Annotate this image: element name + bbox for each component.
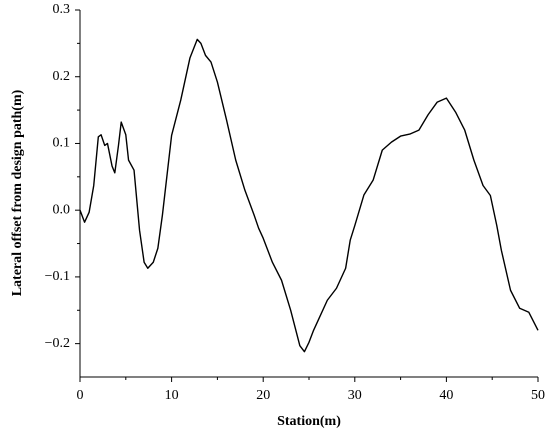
y-tick-label: 0.1 [53,136,71,151]
x-tick-label: 50 [531,388,545,403]
x-tick-label: 20 [256,388,270,403]
y-tick-label: −0.1 [45,269,70,284]
data-line [79,38,539,353]
x-axis-label: Station(m) [277,414,341,429]
y-tick-label: 0.2 [53,69,71,84]
y-tick-label: 0.0 [53,202,71,217]
x-tick-label: 10 [165,388,179,403]
x-tick-label: 0 [77,388,84,403]
x-tick-label: 40 [439,388,453,403]
y-tick-label: −0.2 [45,336,70,351]
y-axis-label: Lateral offset from design path(m) [10,89,25,296]
x-tick-label: 30 [348,388,362,403]
y-tick-label: 0.3 [53,2,71,17]
